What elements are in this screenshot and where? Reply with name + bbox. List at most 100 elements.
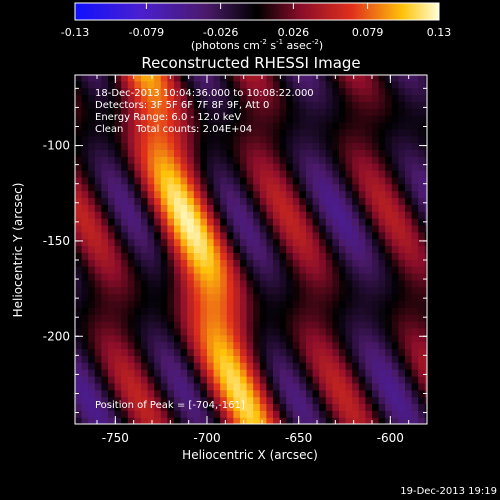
heatmap-cell [207,190,215,199]
heatmap-cell [134,382,142,391]
heatmap-cell [365,266,373,274]
heatmap-cell [372,286,380,295]
heatmap-cell [141,218,149,226]
heatmap-cell [345,218,353,226]
heatmap-cell [418,135,426,144]
heatmap-cell [378,176,386,185]
heatmap-cell [88,300,96,308]
heatmap-cell [200,293,208,302]
heatmap-cell [75,375,83,384]
heatmap-cell [365,314,373,322]
heatmap-cell [319,197,327,205]
heatmap-cell [372,327,380,336]
heatmap-cell [319,163,327,171]
heatmap-cell [174,156,182,164]
heatmap-cell [200,231,208,240]
heatmap-cell [187,362,195,370]
heatmap-cell [220,197,228,205]
heatmap-cell [207,375,215,384]
heatmap-cell [391,108,399,116]
heatmap-cell [391,211,399,219]
heatmap-cell [391,80,399,89]
heatmap-cell [253,121,261,130]
annotation-total-counts: Clean Total counts: 2.04E+04 [95,124,252,135]
heatmap-cell [365,135,373,144]
heatmap-cell [200,224,208,233]
heatmap-cell [75,307,83,315]
heatmap-cell [352,341,360,350]
heatmap-cell [339,279,347,288]
heatmap-cell [299,369,307,377]
heatmap-cell [319,128,327,137]
heatmap-cell [424,382,427,391]
heatmap-cell [127,183,135,192]
heatmap-cell [391,156,399,164]
heatmap-cell [233,190,241,199]
heatmap-cell [286,197,294,205]
heatmap-cell [273,307,281,315]
heatmap-cell [345,348,353,356]
heatmap-cell [306,101,314,109]
heatmap-cell [292,410,300,418]
heatmap-cell [127,101,135,109]
heatmap-cell [75,115,83,123]
heatmap-cell [299,94,307,102]
heatmap-cell [88,273,96,281]
heatmap-cell [325,238,333,247]
heatmap-cell [332,204,340,212]
heatmap-cell [418,224,426,233]
heatmap-cell [411,396,419,404]
heatmap-cell [299,238,307,247]
heatmap-cell [306,142,314,150]
heatmap-cell [226,382,234,391]
heatmap-cell [121,348,129,356]
heatmap-cell [312,321,320,329]
heatmap-cell [174,417,182,424]
heatmap-cell [88,163,96,171]
heatmap-cell [226,266,234,274]
heatmap-cell [154,135,162,144]
heatmap-cell [273,355,281,363]
heatmap-cell [108,403,116,411]
heatmap-cell [246,341,254,350]
heatmap-cell [75,135,83,144]
heatmap-cell [147,245,155,253]
heatmap-cell [325,101,333,109]
heatmap-cell [339,94,347,102]
heatmap-cell [299,211,307,219]
heatmap-cell [240,224,248,233]
heatmap-cell [88,410,96,418]
heatmap-cell [174,327,182,336]
heatmap-cell [114,410,122,418]
heatmap-cell [306,252,314,260]
heatmap-cell [207,115,215,123]
heatmap-cell [405,307,413,315]
heatmap-cell [299,156,307,164]
heatmap-cell [200,334,208,343]
heatmap-cell [141,156,149,164]
heatmap-cell [253,163,261,171]
heatmap-cell [193,135,201,144]
heatmap-cell [385,190,393,199]
heatmap-cell [160,279,168,288]
heatmap-cell [94,121,102,130]
heatmap-cell [266,108,274,116]
heatmap-cell [134,355,142,363]
heatmap-cell [233,94,241,102]
heatmap-cell [332,149,340,157]
heatmap-cell [114,238,122,247]
heatmap-cell [385,170,393,178]
heatmap-cell [75,197,83,205]
heatmap-cell [180,403,188,411]
heatmap-cell [418,300,426,308]
heatmap-cell [246,135,254,144]
heatmap-cell [226,142,234,150]
heatmap-cell [405,238,413,247]
heatmap-cell [306,128,314,137]
heatmap-cell [253,348,261,356]
heatmap-cell [312,75,320,82]
heatmap-cell [213,238,221,247]
heatmap-cell [286,334,294,343]
heatmap-cell [378,273,386,281]
heatmap-cell [108,87,116,96]
